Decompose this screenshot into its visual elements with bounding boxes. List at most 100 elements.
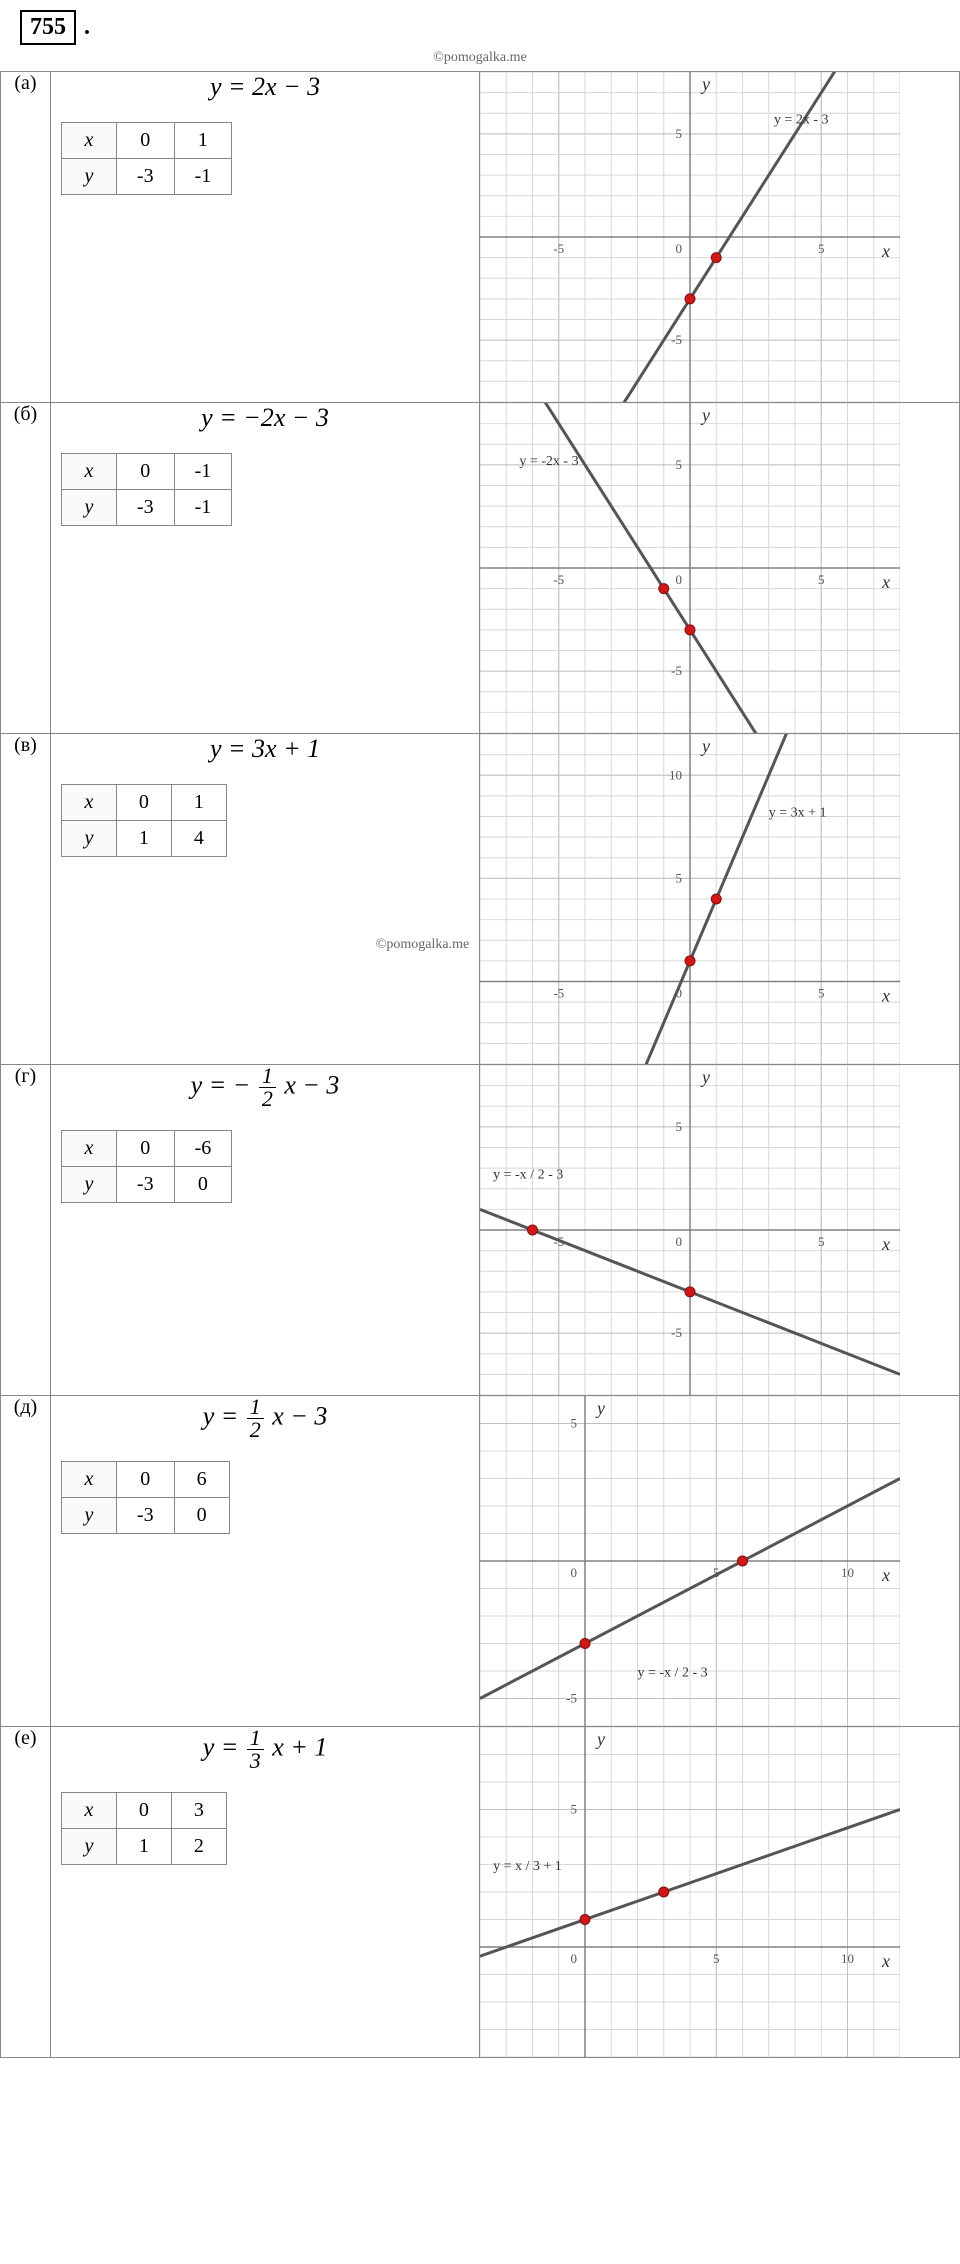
graph-cell: 510-550xyy = -x / 2 - 3 (480, 1396, 960, 1727)
svg-text:0: 0 (571, 1951, 578, 1966)
equation: y = 3x + 1 (51, 734, 479, 764)
subproblem-row: (б)y = −2x − 3 x 0-1 y -3-1 -55-550xyy =… (1, 403, 960, 734)
svg-text:10: 10 (841, 1565, 854, 1580)
svg-text:y = -2x - 3: y = -2x - 3 (520, 454, 579, 469)
equation-cell: y = 12 x − 3 x 06 y -30 (50, 1396, 479, 1727)
table-row: x 0-1 (61, 454, 231, 490)
table-row: y -30 (61, 1167, 231, 1203)
problem-number: 755 (20, 10, 76, 45)
svg-text:5: 5 (676, 1119, 683, 1134)
data-table: x 01 y 14 (61, 784, 227, 857)
table-row: x 01 (61, 123, 231, 159)
table-cell: 2 (171, 1829, 226, 1865)
data-table: x 0-1 y -3-1 (61, 453, 232, 526)
svg-text:y: y (700, 1067, 710, 1087)
svg-text:x: x (881, 572, 890, 592)
table-cell: 0 (174, 1167, 232, 1203)
equation-cell: y = 3x + 1 x 01 y 14 ©pomogalka.me (50, 734, 479, 1065)
table-row: y 14 (61, 821, 226, 857)
table-cell: 0 (116, 1793, 171, 1829)
equation: y = 2x − 3 (51, 72, 479, 102)
svg-text:y: y (700, 74, 710, 94)
y-label: y (61, 1498, 116, 1534)
svg-text:y: y (700, 405, 710, 425)
data-table: x 06 y -30 (61, 1461, 230, 1534)
svg-text:-5: -5 (566, 1691, 577, 1706)
dot: . (84, 14, 90, 41)
header-row: 755 . (0, 0, 960, 50)
x-label: x (61, 1131, 116, 1167)
svg-text:5: 5 (818, 1234, 825, 1249)
subproblem-row: (д)y = 12 x − 3 x 06 y -30 510-550xyy = … (1, 1396, 960, 1727)
table-row: x 06 (61, 1462, 229, 1498)
svg-text:-5: -5 (671, 1325, 682, 1340)
svg-text:y = x / 3 + 1: y = x / 3 + 1 (493, 1859, 562, 1874)
data-table: x 03 y 12 (61, 1792, 227, 1865)
svg-text:5: 5 (676, 870, 683, 885)
table-cell: 0 (116, 1131, 174, 1167)
data-table: x 01 y -3-1 (61, 122, 232, 195)
equation-cell: y = 13 x + 1 x 03 y 12 (50, 1727, 479, 2058)
table-cell: 0 (116, 454, 174, 490)
table-cell: -6 (174, 1131, 232, 1167)
equation-cell: y = − 12 x − 3 x 0-6 y -30 (50, 1065, 479, 1396)
svg-text:y: y (595, 1729, 605, 1749)
y-label: y (61, 1167, 116, 1203)
table-row: y 12 (61, 1829, 226, 1865)
page: 755 . ©pomogalka.me (а)y = 2x − 3 x 01 y… (0, 0, 960, 2058)
svg-text:y = 2x - 3: y = 2x - 3 (774, 113, 829, 128)
svg-text:0: 0 (676, 241, 683, 256)
svg-text:5: 5 (571, 1416, 578, 1431)
svg-text:5: 5 (676, 457, 683, 472)
letter-cell: (д) (1, 1396, 51, 1727)
letter-cell: (а) (1, 72, 51, 403)
svg-text:0: 0 (676, 572, 683, 587)
table-row: x 0-6 (61, 1131, 231, 1167)
equation: y = 12 x − 3 (51, 1396, 479, 1441)
table-cell: -3 (116, 159, 174, 195)
svg-text:5: 5 (571, 1802, 578, 1817)
equation: y = −2x − 3 (51, 403, 479, 433)
svg-text:5: 5 (818, 986, 825, 1001)
svg-text:5: 5 (818, 572, 825, 587)
svg-text:-5: -5 (554, 986, 565, 1001)
x-label: x (61, 1462, 116, 1498)
svg-text:0: 0 (571, 1565, 578, 1580)
svg-text:y: y (700, 736, 710, 756)
equation-cell: y = 2x − 3 x 01 y -3-1 (50, 72, 479, 403)
svg-text:-5: -5 (671, 663, 682, 678)
table-cell: 4 (171, 821, 226, 857)
table-cell: 1 (116, 821, 171, 857)
svg-text:y = -x / 2 - 3: y = -x / 2 - 3 (493, 1167, 563, 1182)
svg-text:x: x (881, 1951, 890, 1971)
equation-cell: y = −2x − 3 x 0-1 y -3-1 (50, 403, 479, 734)
table-cell: -3 (116, 1498, 174, 1534)
table-cell: 0 (174, 1498, 229, 1534)
table-row: y -30 (61, 1498, 229, 1534)
graph-cell: -55-550xyy = -x / 2 - 3 (480, 1065, 960, 1396)
table-row: y -3-1 (61, 159, 231, 195)
y-label: y (61, 821, 116, 857)
table-row: x 03 (61, 1793, 226, 1829)
svg-text:x: x (881, 241, 890, 261)
x-label: x (61, 785, 116, 821)
table-cell: 1 (174, 123, 232, 159)
svg-text:0: 0 (676, 1234, 683, 1249)
graph-cell: -555100xyy = 3x + 1 (480, 734, 960, 1065)
table-cell: 3 (171, 1793, 226, 1829)
svg-text:5: 5 (676, 126, 683, 141)
subproblem-row: (е)y = 13 x + 1 x 03 y 12 51050xyy = x /… (1, 1727, 960, 2058)
main-table: (а)y = 2x − 3 x 01 y -3-1 -55-550xyy = 2… (0, 71, 960, 2058)
svg-text:y: y (595, 1398, 605, 1418)
svg-text:x: x (881, 986, 890, 1006)
table-cell: 1 (171, 785, 226, 821)
svg-text:x: x (881, 1234, 890, 1254)
subproblem-row: (в)y = 3x + 1 x 01 y 14 ©pomogalka.me -5 5… (1, 734, 960, 1065)
letter-cell: (в) (1, 734, 51, 1065)
table-cell: 1 (116, 1829, 171, 1865)
subproblem-row: (а)y = 2x − 3 x 01 y -3-1 -55-550xyy = 2… (1, 72, 960, 403)
svg-text:-5: -5 (554, 572, 565, 587)
copyright-inline: ©pomogalka.me (51, 937, 479, 953)
table-cell: -3 (116, 1167, 174, 1203)
graph-cell: 51050xyy = x / 3 + 1 (480, 1727, 960, 2058)
